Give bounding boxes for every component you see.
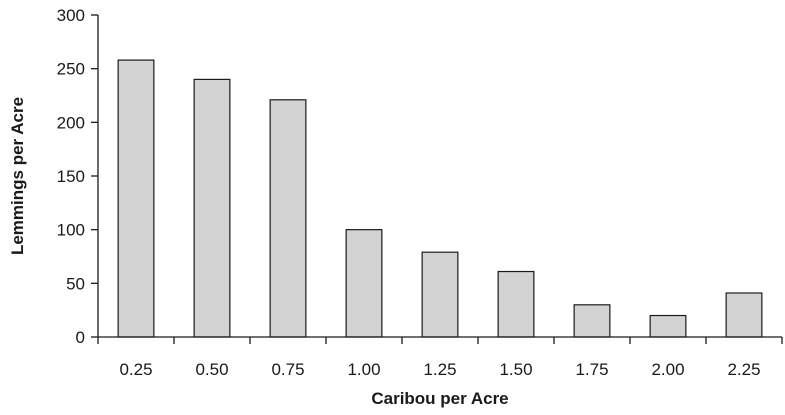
y-axis-title: Lemmings per Acre — [8, 97, 27, 255]
y-tick-label: 300 — [57, 6, 85, 25]
x-tick-label: 1.00 — [347, 360, 380, 379]
y-tick-label: 50 — [66, 274, 85, 293]
bar-1.00 — [345, 229, 383, 338]
y-tick-label: 200 — [57, 113, 85, 132]
y-tick-label: 0 — [76, 328, 85, 347]
bar-2.25 — [725, 292, 763, 338]
x-tick-label: 0.25 — [119, 360, 152, 379]
x-axis-ticks: 0.25 0.50 0.75 1.00 1.25 1.50 1.75 2.00 2.25 — [97, 337, 783, 379]
bar-0.50 — [193, 78, 231, 338]
bar-1.75 — [573, 304, 611, 338]
bar-0.75 — [269, 99, 307, 338]
x-axis-title: Caribou per Acre — [371, 389, 508, 408]
x-tick-label: 2.00 — [651, 360, 684, 379]
x-tick-label: 0.50 — [195, 360, 228, 379]
x-tick-label: 1.75 — [575, 360, 608, 379]
bar-2.00 — [649, 314, 687, 338]
y-tick-label: 150 — [57, 167, 85, 186]
bar-0.25 — [117, 59, 155, 338]
x-tick-label: 1.25 — [423, 360, 456, 379]
x-tick-label: 0.75 — [271, 360, 304, 379]
x-tick-label: 2.25 — [727, 360, 760, 379]
bars — [117, 59, 763, 338]
y-tick-label: 250 — [57, 60, 85, 79]
bar-1.50 — [497, 270, 535, 338]
y-tick-label: 100 — [57, 221, 85, 240]
bar-1.25 — [421, 251, 459, 338]
x-tick-label: 1.50 — [499, 360, 532, 379]
y-axis-ticks: 0 50 100 150 200 250 300 — [57, 6, 98, 347]
